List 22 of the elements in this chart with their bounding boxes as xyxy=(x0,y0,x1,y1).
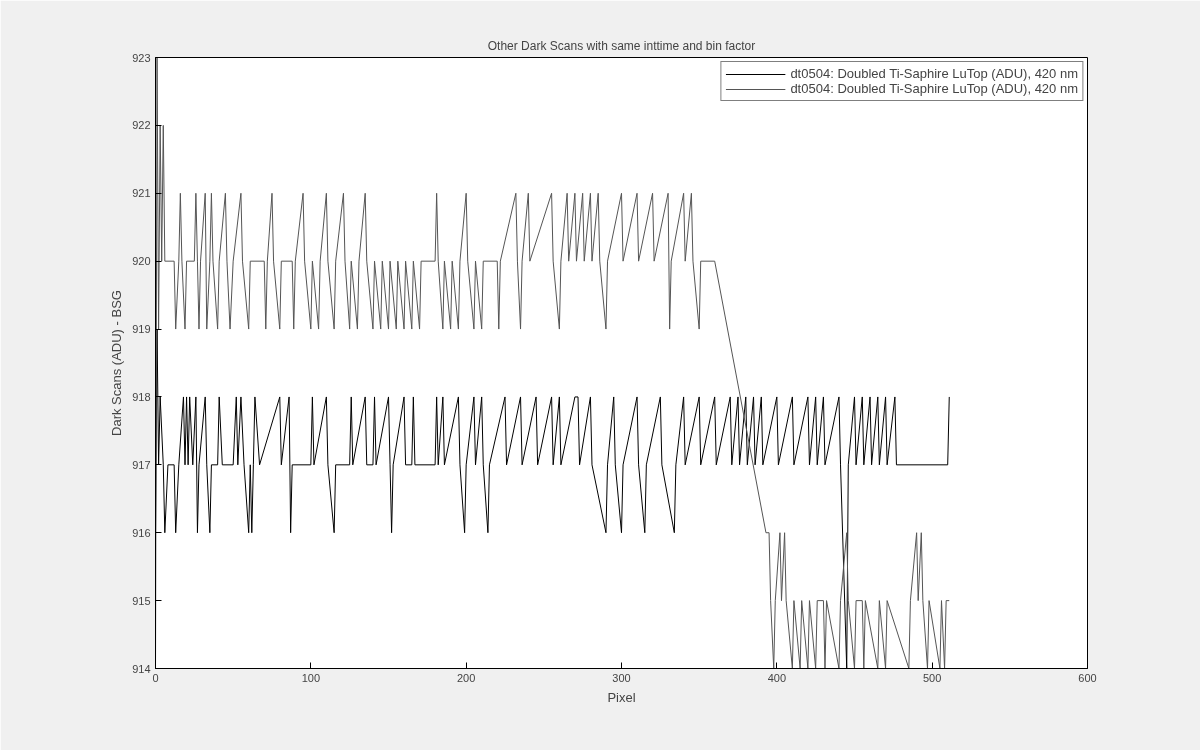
x-tick-label: 500 xyxy=(922,671,942,684)
y-tick-label: 917 xyxy=(132,458,151,471)
x-axis-title: Pixel xyxy=(607,689,636,705)
y-tick-label: 918 xyxy=(132,390,151,403)
legend-label: dt0504: Doubled Ti-Saphire LuTop (ADU), 420 nm xyxy=(790,81,1078,96)
y-tick-label: 915 xyxy=(132,594,151,607)
y-tick-label: 919 xyxy=(132,323,151,336)
y-tick-label: 914 xyxy=(132,662,151,675)
x-tick-label: 300 xyxy=(612,671,631,684)
chart-title: Other Dark Scans with same inttime and bin factor xyxy=(487,38,756,53)
y-tick-label: 921 xyxy=(132,187,151,200)
y-axis-title: Dark Scans (ADU) - BSG xyxy=(109,290,125,436)
y-tick-label: 920 xyxy=(132,255,151,268)
x-tick-label: 0 xyxy=(152,671,159,684)
y-tick-label: 923 xyxy=(132,51,151,64)
x-tick-label: 200 xyxy=(456,671,476,684)
y-tick-label: 922 xyxy=(132,119,151,132)
y-tick-label: 916 xyxy=(132,526,151,539)
x-tick-label: 600 xyxy=(1078,671,1097,684)
legend-label: dt0504: Doubled Ti-Saphire LuTop (ADU), 420 nm xyxy=(790,66,1078,81)
x-tick-label: 400 xyxy=(767,671,787,684)
x-tick-label: 100 xyxy=(301,671,321,684)
